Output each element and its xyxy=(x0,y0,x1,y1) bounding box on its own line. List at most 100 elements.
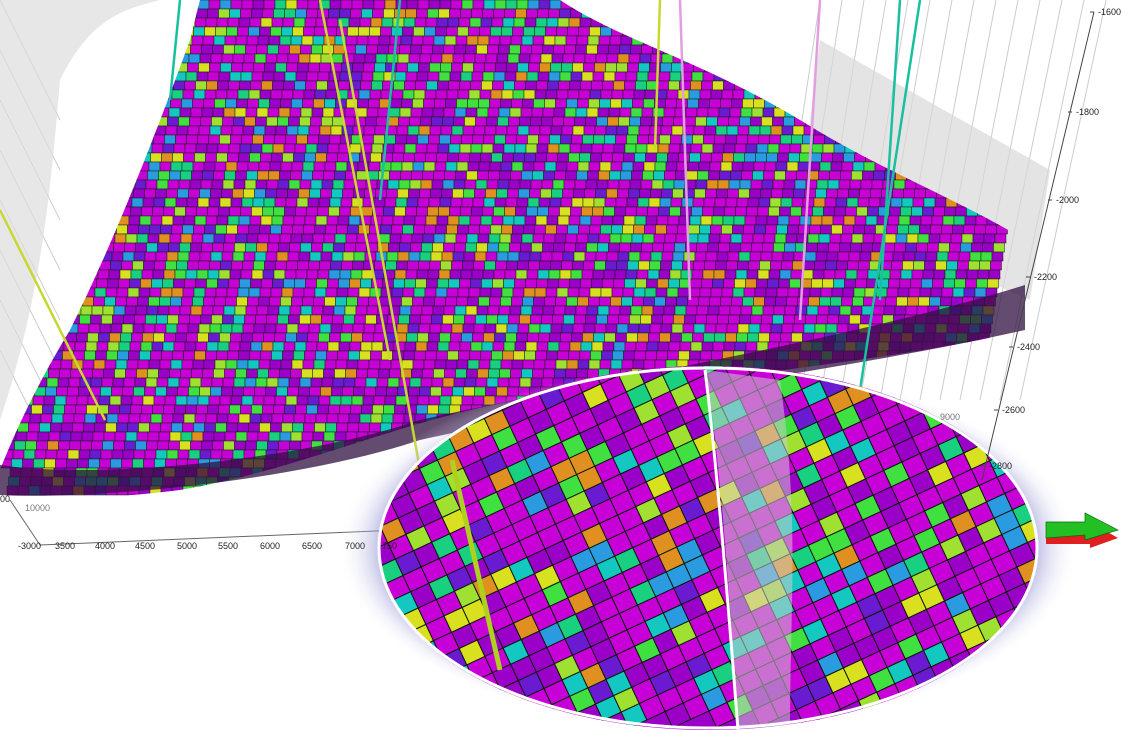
grid-cell xyxy=(567,224,579,235)
grid-cell xyxy=(86,206,98,217)
grid-cell xyxy=(435,287,448,298)
grid-cell xyxy=(907,296,919,307)
grid-cell xyxy=(847,260,859,271)
grid-cell xyxy=(592,8,604,19)
grid-cell xyxy=(663,242,675,253)
grid-cell xyxy=(96,80,108,91)
grid-cell xyxy=(721,287,734,298)
grid-cell xyxy=(437,341,450,352)
grid-cell xyxy=(634,17,647,28)
grid-cell xyxy=(933,269,946,280)
grid-cell xyxy=(76,134,88,145)
grid-cell xyxy=(276,53,289,64)
grid-cell xyxy=(233,179,246,190)
grid-cell xyxy=(813,197,826,208)
grid-cell xyxy=(625,71,638,82)
grid-cell xyxy=(314,224,326,235)
grid-cell xyxy=(294,80,306,91)
grid-cell xyxy=(657,278,669,289)
grid-cell xyxy=(481,143,494,154)
grid-cell xyxy=(394,71,407,82)
grid-cell xyxy=(306,269,319,280)
grid-cell xyxy=(293,17,306,28)
grid-cell xyxy=(944,206,956,217)
grid-cell xyxy=(928,368,940,379)
grid-cell xyxy=(182,26,194,37)
grid-cell xyxy=(746,71,759,82)
grid-cell xyxy=(89,449,102,460)
grid-cell xyxy=(508,377,521,388)
grid-cell xyxy=(287,188,299,199)
grid-cell xyxy=(756,143,769,154)
grid-cell xyxy=(242,323,255,334)
grid-cell xyxy=(729,305,742,316)
grid-cell xyxy=(490,287,503,298)
grid-cell xyxy=(164,197,177,208)
grid-cell xyxy=(450,134,462,145)
grid-cell xyxy=(433,368,445,379)
grid-cell xyxy=(780,0,793,10)
grid-cell xyxy=(702,71,715,82)
grid-cell xyxy=(889,206,901,217)
grid-cell xyxy=(434,296,446,307)
grid-cell xyxy=(189,377,202,388)
grid-cell xyxy=(231,125,244,136)
grid-cell xyxy=(482,206,494,217)
grid-cell xyxy=(785,233,798,244)
grid-cell xyxy=(363,125,376,136)
grid-cell xyxy=(556,26,568,37)
grid-cell xyxy=(179,305,192,316)
grid-cell xyxy=(388,242,400,253)
grid-cell xyxy=(535,152,547,163)
grid-cell xyxy=(588,161,601,172)
grid-cell xyxy=(534,26,546,37)
grid-cell xyxy=(761,314,773,325)
grid-cell xyxy=(1021,8,1025,19)
grid-cell xyxy=(709,98,721,109)
grid-cell xyxy=(123,377,136,388)
grid-cell xyxy=(731,161,744,172)
grid-cell xyxy=(593,197,606,208)
grid-cell xyxy=(93,359,106,370)
grid-cell xyxy=(556,224,568,235)
grid-cell xyxy=(495,125,508,136)
grid-cell xyxy=(109,197,122,208)
grid-cell xyxy=(380,26,392,37)
grid-cell xyxy=(415,80,427,91)
grid-cell xyxy=(148,296,160,307)
grid-cell xyxy=(775,161,788,172)
grid-cell xyxy=(269,359,282,370)
grid-cell xyxy=(110,260,122,271)
grid-cell xyxy=(368,161,381,172)
grid-cell xyxy=(117,413,130,424)
grid-cell xyxy=(523,287,536,298)
grid-cell xyxy=(917,368,929,379)
grid-cell xyxy=(283,143,296,154)
grid-cell xyxy=(9,404,21,415)
grid-cell xyxy=(731,296,743,307)
grid-cell xyxy=(180,170,192,181)
grid-cell xyxy=(81,233,94,244)
grid-cell xyxy=(352,458,364,469)
grid-cell xyxy=(381,215,394,226)
grid-cell xyxy=(661,53,674,64)
grid-cell xyxy=(273,71,286,82)
grid-cell xyxy=(726,62,738,73)
grid-cell xyxy=(135,107,148,118)
grid-cell xyxy=(832,215,845,226)
grid-cell xyxy=(221,188,233,199)
grid-cell xyxy=(163,206,175,217)
grid-cell xyxy=(300,44,312,55)
grid-cell xyxy=(547,143,560,154)
grid-cell xyxy=(171,89,184,100)
grid-cell xyxy=(579,350,591,361)
grid-cell xyxy=(169,233,182,244)
grid-cell xyxy=(92,431,105,442)
grid-cell xyxy=(264,125,277,136)
grid-cell xyxy=(779,71,792,82)
grid-cell xyxy=(67,188,79,199)
grid-cell xyxy=(829,233,842,244)
grid-cell xyxy=(976,341,989,352)
grid-cell xyxy=(490,26,502,37)
